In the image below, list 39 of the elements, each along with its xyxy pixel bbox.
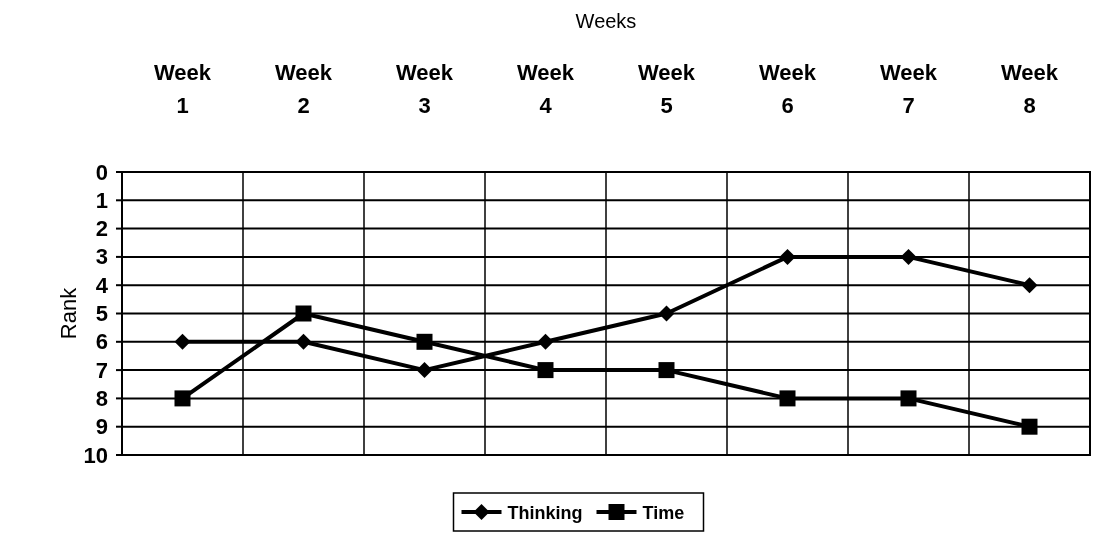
y-tick-label: 3 — [95, 244, 108, 270]
x-tick-label: Week 7 — [879, 60, 938, 118]
y-tick-label: 10 — [83, 442, 108, 468]
y-tick-label: 6 — [95, 329, 108, 355]
point — [779, 390, 796, 407]
point — [900, 248, 917, 265]
point — [900, 390, 917, 407]
x-tick-label: Week 1 — [153, 60, 212, 118]
point — [779, 248, 796, 265]
point — [174, 333, 191, 350]
x-tick-label: Week 3 — [395, 60, 454, 118]
y-tick-label: 4 — [95, 272, 109, 298]
y-tick-label: 8 — [95, 385, 108, 411]
y-tick-label: 0 — [95, 159, 108, 185]
point — [658, 305, 675, 322]
y-axis-title: Rank — [55, 286, 81, 340]
x-axis-title: Weeks — [575, 10, 637, 32]
point — [295, 305, 312, 322]
x-tick-label: Week 6 — [758, 60, 817, 118]
point — [1021, 277, 1038, 294]
point — [537, 333, 554, 350]
point — [658, 362, 675, 379]
legend-label: Thinking — [507, 503, 583, 523]
x-tick-label: Week 4 — [516, 60, 575, 118]
point — [537, 362, 554, 379]
x-tick-label: Week 2 — [274, 60, 333, 118]
x-tick-label: Week 8 — [1000, 60, 1059, 118]
point — [416, 362, 433, 379]
x-tick-label: Week 5 — [637, 60, 696, 118]
point — [416, 333, 433, 350]
y-tick-label: 1 — [95, 187, 108, 213]
y-tick-label: 5 — [95, 301, 108, 326]
point — [1021, 418, 1038, 435]
y-tick-label: 9 — [95, 414, 108, 440]
y-tick-label: 7 — [95, 357, 108, 383]
y-tick-label: 2 — [95, 216, 108, 242]
legend-label: Time — [642, 503, 685, 523]
point — [174, 390, 191, 407]
point — [295, 333, 312, 350]
